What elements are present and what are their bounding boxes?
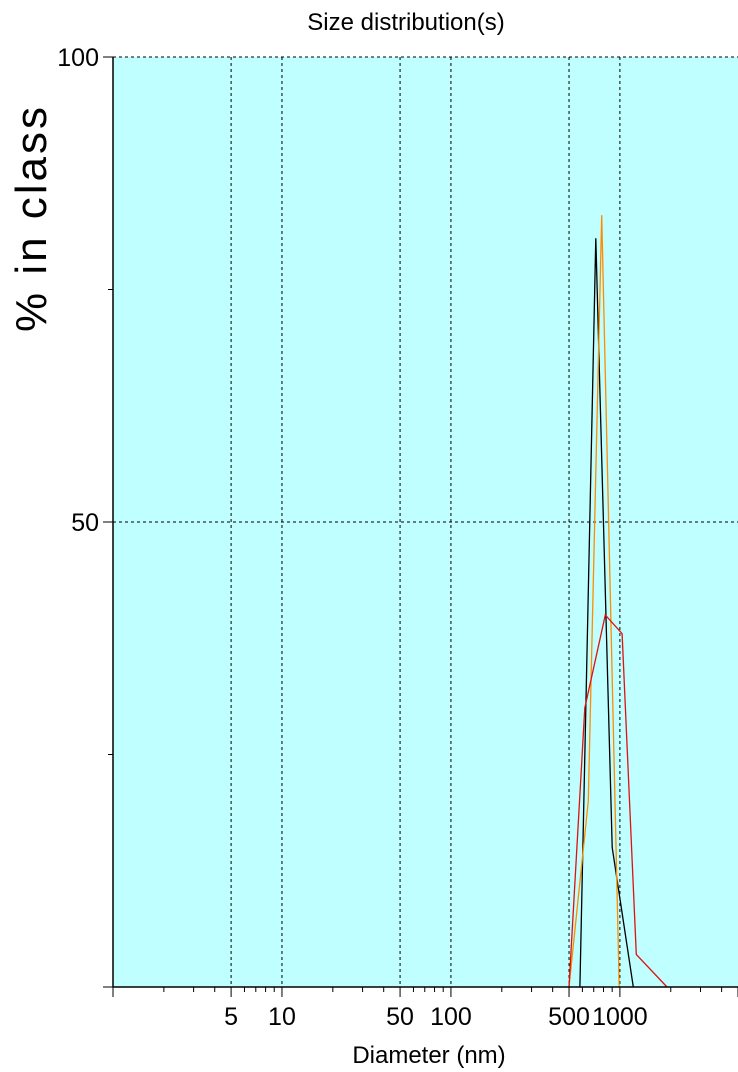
- x-tick-label-5: 5: [224, 1003, 238, 1031]
- x-tick-label-500: 500: [548, 1003, 590, 1031]
- y-axis-label: % in class: [7, 104, 56, 332]
- tick-marks: [103, 56, 738, 997]
- series-line-2: [568, 215, 620, 988]
- x-tick-label-100: 100: [430, 1003, 472, 1031]
- tick-labels: 5 10 50 100 500 1000 50 100: [57, 44, 647, 1031]
- y-tick-label-50: 50: [71, 509, 99, 537]
- series-line-3: [568, 613, 668, 988]
- chart-title: Size distribution(s): [307, 9, 504, 36]
- grid-lines: [113, 56, 738, 987]
- x-axis-label: Diameter (nm): [352, 1042, 505, 1069]
- x-tick-label-50: 50: [386, 1003, 414, 1031]
- series-line-1: [579, 238, 634, 988]
- x-tick-label-10: 10: [268, 1003, 296, 1031]
- y-tick-label-100: 100: [57, 44, 99, 72]
- series-layer: [568, 215, 668, 988]
- x-tick-label-1000: 1000: [592, 1003, 648, 1031]
